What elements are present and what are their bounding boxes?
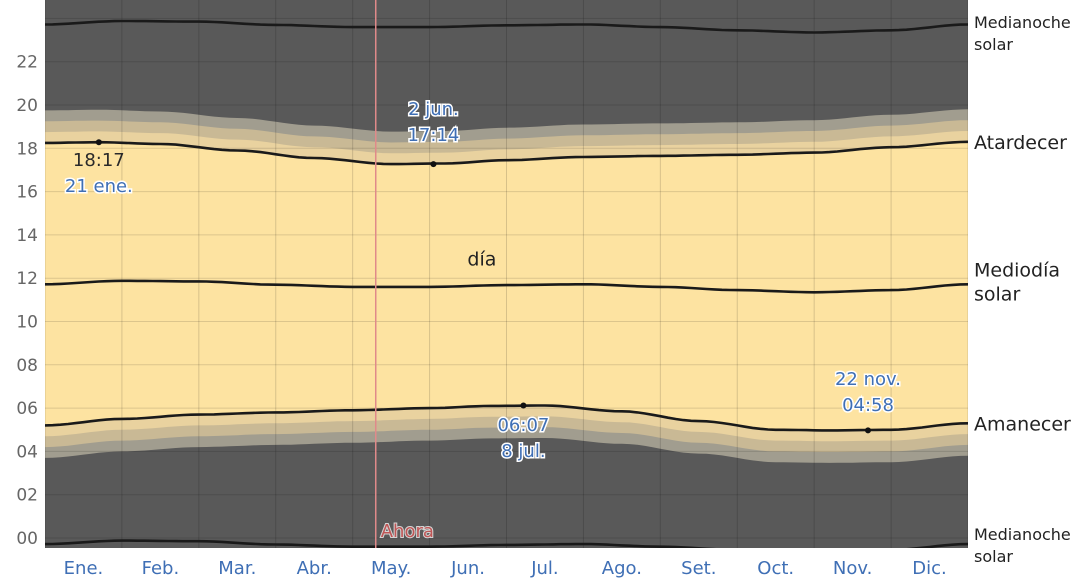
month-label: Set. (681, 558, 716, 579)
month-label: Abr. (297, 558, 332, 579)
y-tick-label: 18 (16, 139, 38, 159)
month-label: Jun. (450, 558, 485, 579)
grid-lines (45, 0, 968, 548)
annotation-line: 18:17 (73, 150, 125, 171)
right-label-line: Mediodía (974, 260, 1060, 282)
month-label: Ene. (64, 558, 104, 579)
right-label-midnight-top: Medianoche solar (974, 13, 1071, 54)
y-tick-label: 16 (16, 183, 38, 203)
right-label-line: Medianoche (974, 525, 1071, 544)
month-label: Nov. (833, 558, 872, 579)
right-label-line: Amanecer (974, 413, 1071, 435)
y-tick-label: 06 (16, 399, 38, 419)
x-axis-labels: Ene. Feb. Mar. Abr. May. Jun. Jul. Ago. Set. Oct.… (64, 558, 947, 579)
extreme-point (865, 427, 872, 434)
month-label: Oct. (757, 558, 794, 579)
y-tick-label: 12 (16, 269, 38, 289)
right-label-line: Medianoche (974, 13, 1071, 32)
annotation-line: 06:07 (497, 415, 549, 436)
annotation-line: 2 jun. (408, 99, 459, 120)
curve-atardecer (45, 140, 968, 166)
right-label-midnight-bottom: Medianoche solar (974, 525, 1071, 566)
day-label: día (467, 249, 496, 271)
curves (45, 19, 968, 548)
now-label: Ahora (381, 521, 434, 542)
y-axis-labels: 00 02 04 06 08 10 12 14 16 18 20 22 (16, 53, 38, 549)
month-label: Dic. (912, 558, 946, 579)
right-label-line: solar (974, 547, 1013, 566)
curve-medianoche-solar (45, 19, 968, 34)
right-label-sunset: Atardecer (974, 132, 1067, 154)
right-label-line: solar (974, 284, 1020, 306)
month-label: Jul. (530, 558, 558, 579)
annotations: 18:17 21 ene. 2 jun. 17:14 06:07 8 jul. 22 nov… (63, 98, 902, 464)
annotation-line: 17:14 (407, 125, 459, 146)
extreme-point (520, 402, 527, 409)
curve-medianoche-solar-ma-ana- (45, 539, 968, 548)
y-tick-label: 20 (16, 96, 38, 116)
right-label-sunrise: Amanecer (974, 413, 1071, 435)
annotation-line: 8 jul. (501, 441, 545, 462)
month-label: Feb. (142, 558, 180, 579)
y-tick-label: 04 (16, 442, 38, 462)
extreme-point (95, 139, 102, 146)
curve-amanecer (45, 404, 968, 432)
extreme-point (430, 161, 437, 168)
extreme-points (95, 139, 872, 434)
y-tick-label: 08 (16, 356, 38, 376)
y-tick-label: 00 (16, 529, 38, 549)
right-label-noon: Mediodía solar (974, 260, 1060, 306)
y-tick-label: 10 (16, 313, 38, 333)
annotation-line: 04:58 (842, 395, 894, 416)
right-label-line: Atardecer (974, 132, 1067, 154)
month-label: Mar. (218, 558, 256, 579)
annotation-line: 21 ene. (65, 176, 133, 197)
y-tick-label: 22 (16, 53, 38, 73)
y-tick-label: 14 (16, 226, 38, 246)
annotation-line: 22 nov. (835, 369, 901, 390)
right-label-line: solar (974, 35, 1013, 54)
curve-mediod-a-solar (45, 279, 968, 294)
month-label: May. (371, 558, 411, 579)
y-tick-label: 02 (16, 486, 38, 506)
month-label: Ago. (602, 558, 642, 579)
